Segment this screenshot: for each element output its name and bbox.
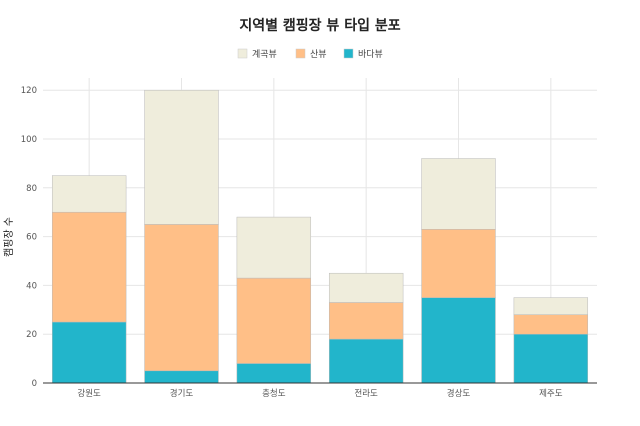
- bar-segment: [51, 321, 127, 384]
- bar-segment: [144, 89, 219, 225]
- bar-segment: [421, 158, 496, 230]
- x-tick-label: 경기도: [170, 388, 194, 399]
- bar-segment: [144, 224, 219, 372]
- bar-segment: [236, 216, 312, 279]
- chart-legend: 계곡뷰 산뷰 바다뷰: [237, 48, 383, 60]
- y-tick-label: 20: [26, 330, 37, 340]
- bar-segment: [421, 297, 496, 384]
- bar-stacks: [51, 89, 589, 384]
- chart-title: 지역별 캠핑장 뷰 타입 분포: [239, 17, 400, 34]
- bar-segment: [513, 297, 589, 315]
- legend-swatch: [343, 48, 354, 59]
- bar-segment: [328, 302, 404, 340]
- x-tick-label: 강원도: [77, 388, 101, 399]
- bar-segment: [236, 277, 312, 364]
- bar-segment: [328, 272, 404, 303]
- x-tick-label: 경상도: [447, 388, 471, 399]
- bar-segment: [144, 370, 219, 384]
- legend-swatch: [237, 48, 248, 59]
- x-tick-label: 전라도: [354, 388, 378, 399]
- y-tick-label: 120: [21, 86, 37, 96]
- x-tick-label: 충청도: [262, 389, 286, 399]
- y-tick-label: 60: [26, 233, 37, 243]
- bar-segment: [513, 333, 589, 384]
- legend-label: 산뷰: [310, 49, 327, 60]
- bar-segment: [421, 229, 496, 298]
- y-tick-label: 80: [26, 184, 37, 194]
- y-tick-label: 100: [21, 135, 37, 145]
- legend-label: 바다뷰: [358, 49, 383, 60]
- y-tick-label: 0: [32, 379, 37, 389]
- bar-segment: [236, 363, 312, 384]
- bar-segment: [513, 314, 589, 335]
- x-tick-label: 제주도: [539, 389, 563, 399]
- tick-labels: 0 20 40 60 80 100 120 강원도 경기도 충청도 전라도 경상도 제주도: [21, 86, 563, 399]
- legend-swatch: [295, 48, 306, 59]
- legend-label: 계곡뷰: [252, 48, 277, 60]
- bar-segment: [51, 211, 127, 323]
- y-tick-label: 40: [26, 281, 37, 291]
- bar-segment: [328, 338, 404, 384]
- y-axis-label: 캠핑장 수: [3, 217, 15, 257]
- bar-segment: [51, 175, 127, 213]
